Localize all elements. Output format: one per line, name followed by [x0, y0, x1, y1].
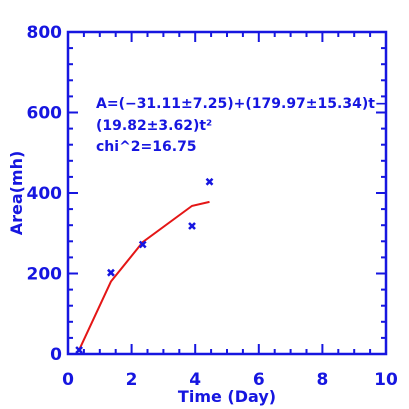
y-tick-label: 0 — [50, 345, 62, 365]
x-tick-labels: 0 2 4 6 8 10 — [62, 370, 398, 390]
x-tick-label: 2 — [126, 370, 138, 390]
data-point — [188, 222, 196, 230]
data-point — [75, 346, 84, 354]
y-tick-labels: 0 200 400 600 800 — [27, 23, 63, 365]
annotation-line: A=(−31.11±7.25)+(179.97±15.34)t− — [96, 96, 387, 112]
x-ticks — [67, 32, 387, 354]
x-tick-label: 0 — [62, 370, 74, 390]
data-point — [205, 177, 214, 186]
y-tick-label: 400 — [27, 184, 63, 204]
data-point-stroke — [75, 346, 84, 354]
x-tick-label: 6 — [253, 370, 265, 390]
data-point-stroke — [205, 177, 214, 186]
data-point-stroke — [188, 222, 196, 230]
x-axis-label: Time (Day) — [178, 387, 276, 406]
x-tick-label: 4 — [189, 370, 201, 390]
data-point — [138, 240, 147, 249]
data-point — [107, 268, 115, 277]
y-tick-label: 600 — [27, 104, 63, 124]
y-axis-label: Area(mh) — [7, 151, 26, 236]
x-tick-label: 10 — [374, 370, 398, 390]
annotation-line: chi^2=16.75 — [96, 139, 197, 155]
series — [75, 177, 214, 354]
plot-frame — [66, 30, 388, 356]
fit-line — [78, 200, 210, 351]
fit-annotation: A=(−31.11±7.25)+(179.97±15.34)t− (19.82±3… — [96, 96, 387, 155]
annotation-line: (19.82±3.62)t² — [96, 118, 212, 134]
x-tick-label: 8 — [316, 370, 328, 390]
y-ticks — [68, 31, 386, 355]
data-point-stroke — [107, 268, 115, 277]
y-tick-label: 200 — [27, 265, 63, 285]
y-tick-label: 800 — [27, 23, 63, 43]
data-point-stroke — [138, 240, 147, 249]
